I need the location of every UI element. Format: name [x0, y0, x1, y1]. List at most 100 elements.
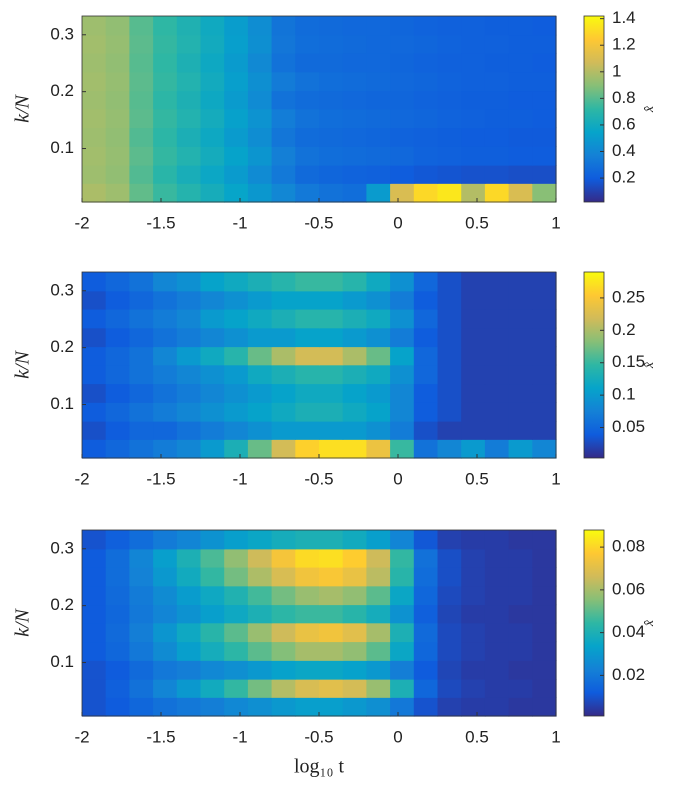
heat-cell — [342, 421, 367, 440]
heat-cell — [437, 383, 462, 403]
heat-cell — [319, 165, 344, 184]
heat-cell — [200, 327, 225, 348]
heat-cell — [532, 697, 557, 717]
heat-cell — [437, 346, 462, 366]
heatmap-panel: -2 -1.5 -1 -0.5 0 0.5 1 0.1 0.2 0.3 k/N 0.05 0.1 0.15… — [12, 271, 657, 488]
heat-cell — [413, 108, 439, 129]
heat-cell — [508, 402, 533, 422]
heat-cell — [295, 697, 320, 717]
heat-cell — [176, 402, 202, 422]
heat-cell — [105, 566, 130, 587]
heat-cell — [366, 290, 391, 310]
heat-cell — [484, 548, 510, 568]
heat-cell — [390, 108, 415, 129]
x-tick-label: -2 — [74, 469, 89, 488]
heat-cell — [508, 548, 533, 568]
heat-cell — [129, 290, 154, 310]
heat-cell — [319, 290, 344, 310]
heat-cell — [342, 346, 367, 366]
heat-cell — [200, 402, 225, 422]
heat-cell — [319, 16, 344, 36]
heat-cell — [224, 52, 249, 73]
heat-cell — [295, 165, 320, 184]
heat-cell — [200, 52, 225, 73]
heat-cell — [82, 548, 107, 568]
heat-cell — [153, 346, 178, 366]
heat-cell — [176, 127, 202, 147]
heat-cell — [153, 16, 178, 36]
heat-cell — [105, 383, 130, 403]
heat-cell — [224, 622, 249, 643]
colorbar-tick-label: 0.1 — [612, 385, 636, 404]
heat-cell — [319, 71, 344, 92]
heat-cell — [271, 697, 296, 717]
x-tick-label: 1 — [551, 213, 560, 232]
heat-cell — [153, 402, 178, 422]
heat-cell — [271, 34, 296, 54]
heat-cell — [105, 52, 130, 73]
heat-cell — [105, 421, 130, 440]
heat-cell — [366, 272, 391, 292]
heat-cell — [461, 679, 486, 698]
heat-cell — [484, 34, 510, 54]
heat-cell — [153, 34, 178, 54]
heat-cell — [295, 183, 320, 203]
heat-cell — [82, 585, 107, 606]
heat-cell — [484, 127, 510, 147]
heat-cell — [129, 679, 154, 698]
heat-cell — [153, 697, 178, 717]
heat-cell — [105, 660, 130, 680]
heat-cell — [176, 34, 202, 54]
heat-cell — [390, 530, 415, 550]
heat-cell — [390, 548, 415, 568]
heat-cell — [484, 641, 510, 661]
heat-cell — [295, 52, 320, 73]
heat-cell — [82, 108, 107, 129]
heat-cell — [153, 146, 178, 166]
heat-cell — [224, 660, 249, 680]
x-tick-label: -2 — [74, 727, 89, 746]
heat-cell — [224, 383, 249, 403]
heat-cell — [224, 346, 249, 366]
y-axis-label: k/N — [12, 607, 34, 636]
heat-cell — [82, 604, 107, 624]
heat-cell — [271, 127, 296, 147]
heat-cell — [319, 34, 344, 54]
heat-cell — [271, 548, 296, 568]
heat-cell — [342, 290, 367, 310]
heat-cell — [484, 71, 510, 92]
heat-cell — [247, 604, 273, 624]
heat-cell — [271, 421, 296, 440]
heat-cell — [247, 383, 273, 403]
heat-cell — [129, 530, 154, 550]
heat-cell — [224, 641, 249, 661]
heat-cell — [176, 439, 202, 459]
heat-cell — [390, 439, 415, 459]
heat-cell — [342, 308, 367, 329]
heat-cell — [153, 604, 178, 624]
heat-cell — [366, 622, 391, 643]
heat-cell — [224, 327, 249, 348]
heat-cell — [366, 585, 391, 606]
heat-cell — [247, 108, 273, 129]
heat-cell — [366, 183, 391, 203]
heat-cell — [437, 127, 462, 147]
heat-cell — [390, 346, 415, 366]
heat-cell — [105, 548, 130, 568]
heat-cell — [247, 585, 273, 606]
heat-cell — [484, 16, 510, 36]
heat-cell — [461, 530, 486, 550]
heat-cell — [129, 327, 154, 348]
heat-cell — [247, 308, 273, 329]
x-tick-label: -2 — [74, 213, 89, 232]
heat-cell — [224, 421, 249, 440]
heat-cell — [508, 660, 533, 680]
heat-cell — [129, 548, 154, 568]
heat-cell — [295, 346, 320, 366]
heat-cell — [271, 272, 296, 292]
heat-cell — [413, 364, 439, 385]
heat-cell — [390, 585, 415, 606]
heat-cell — [153, 272, 178, 292]
heat-cell — [484, 346, 510, 366]
heat-cell — [461, 383, 486, 403]
